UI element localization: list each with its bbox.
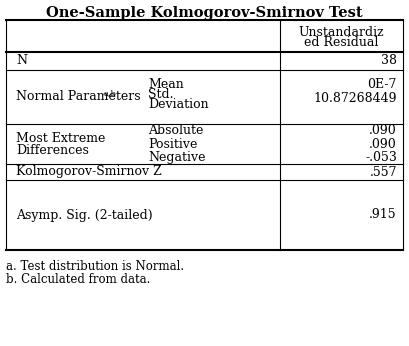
Text: a,b: a,b <box>104 89 117 97</box>
Text: 10.87268449: 10.87268449 <box>314 92 397 106</box>
Text: Std.: Std. <box>148 88 173 100</box>
Text: Differences: Differences <box>16 145 89 157</box>
Text: .090: .090 <box>369 124 397 137</box>
Text: .915: .915 <box>369 209 397 221</box>
Text: Mean: Mean <box>148 78 184 91</box>
Text: .090: .090 <box>369 137 397 151</box>
Text: Asymp. Sig. (2-tailed): Asymp. Sig. (2-tailed) <box>16 209 153 221</box>
Text: Absolute: Absolute <box>148 124 203 137</box>
Text: Deviation: Deviation <box>148 99 209 111</box>
Text: a. Test distribution is Normal.: a. Test distribution is Normal. <box>6 260 184 273</box>
Text: ed Residual: ed Residual <box>304 36 379 49</box>
Text: Most Extreme: Most Extreme <box>16 133 106 146</box>
Text: Kolmogorov-Smirnov Z: Kolmogorov-Smirnov Z <box>16 165 162 179</box>
Text: -.053: -.053 <box>365 151 397 164</box>
Text: N: N <box>16 55 27 67</box>
Text: 38: 38 <box>381 55 397 67</box>
Text: Positive: Positive <box>148 137 198 151</box>
Text: 0E-7: 0E-7 <box>368 78 397 91</box>
Text: Normal Parameters: Normal Parameters <box>16 91 141 103</box>
Text: Unstandardiz: Unstandardiz <box>299 26 384 38</box>
Text: b. Calculated from data.: b. Calculated from data. <box>6 273 151 286</box>
Text: One-Sample Kolmogorov-Smirnov Test: One-Sample Kolmogorov-Smirnov Test <box>46 6 362 20</box>
Text: Negative: Negative <box>148 151 205 164</box>
Text: .557: .557 <box>369 165 397 179</box>
